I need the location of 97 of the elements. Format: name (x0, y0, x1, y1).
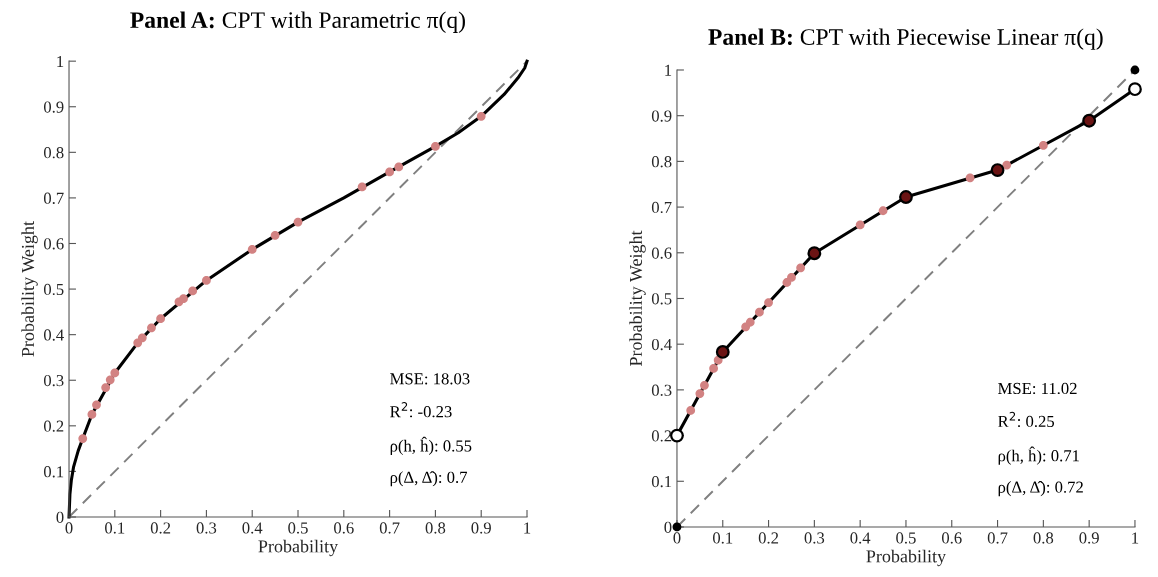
x-tick-label: 0.3 (196, 522, 217, 534)
annotation: ρ(Δ, Δ̂): 0.7 (390, 471, 468, 487)
point (686, 406, 696, 415)
x-axis-title: Probability (866, 549, 947, 567)
y-tick-label: 0.3 (651, 384, 672, 396)
x-tick-label: 0.5 (288, 522, 308, 534)
chart-title: Panel A: CPT with Parametric π(q) (130, 11, 465, 33)
y-tick-label: 1 (665, 64, 672, 76)
y-tick-label: 0.6 (651, 247, 672, 259)
point (1130, 65, 1140, 75)
x-tick-label: 1 (1132, 532, 1139, 544)
point (476, 111, 486, 121)
point (990, 163, 1005, 177)
y-tick-label: 0.5 (651, 293, 672, 305)
x-tick-label: 1 (524, 522, 531, 534)
point (179, 294, 188, 304)
x-tick-label: 0.5 (896, 532, 916, 544)
y-tick-label: 0.9 (651, 110, 672, 122)
point (899, 190, 913, 204)
point (807, 246, 822, 261)
point (1082, 113, 1097, 128)
point (357, 182, 367, 192)
annotation: R$^{2}$: -0.23 (390, 402, 452, 418)
annotation: R$^{2}$: 0.25 (998, 411, 1055, 428)
y-tick-label: 0.5 (43, 283, 64, 296)
x-tick-label: 0.8 (425, 522, 446, 534)
y-tick-label: 0.6 (43, 238, 64, 250)
y-tick-label: 0.7 (651, 201, 672, 214)
y-axis-title: Probability Weight (21, 221, 38, 357)
x-tick-label: 0.8 (1033, 532, 1054, 544)
point (878, 206, 888, 216)
point (787, 273, 796, 282)
y-tick-label: 0.8 (651, 156, 672, 168)
annotation: ρ(h, ĥ): 0.55 (390, 436, 472, 455)
annotation: MSE: 18.03 (390, 373, 470, 385)
y-tick-label: 0.9 (43, 101, 64, 113)
x-tick-label: 0 (65, 522, 73, 534)
annotation: ρ(Δ, Δ̂): 0.72 (998, 481, 1083, 497)
x-tick-label: 0.9 (471, 522, 491, 534)
x-tick-label: 0.4 (850, 532, 871, 544)
point (202, 276, 211, 285)
point (137, 333, 147, 343)
x-tick-label: 0.2 (758, 532, 779, 544)
x-tick-label: 0.2 (150, 522, 171, 534)
point (92, 400, 101, 410)
y-tick-label: 0.1 (43, 466, 64, 478)
point (385, 167, 394, 177)
point (709, 364, 718, 373)
point (101, 383, 111, 392)
x-tick-label: 0.7 (379, 522, 400, 534)
point (715, 345, 730, 359)
y-tick-label: 0.4 (651, 338, 672, 351)
point (270, 230, 280, 240)
x-tick-label: 0 (673, 532, 681, 544)
point (156, 314, 166, 324)
y-tick-label: 0.3 (43, 374, 64, 387)
y-tick-label: 0.8 (43, 147, 64, 159)
point (1002, 160, 1012, 170)
x-tick-label: 0.3 (804, 532, 825, 544)
point (796, 263, 806, 273)
x-tick-label: 0.9 (1079, 532, 1099, 544)
x-tick-label: 0.1 (105, 522, 125, 534)
y-tick-label: 0.1 (651, 475, 672, 488)
x-tick-label: 0.6 (941, 532, 962, 544)
point (247, 245, 257, 254)
point (188, 286, 198, 296)
point (78, 434, 88, 443)
point (700, 380, 709, 390)
point (431, 142, 440, 151)
point (147, 323, 156, 333)
y-tick-label: 0.7 (43, 192, 64, 204)
x-tick-label: 0.6 (334, 522, 354, 534)
chart-title: Panel B: CPT with Piecewise Linear π(q) (708, 28, 1103, 50)
x-tick-label: 0.7 (987, 532, 1008, 544)
point (755, 307, 764, 317)
point (110, 368, 120, 378)
point (745, 317, 755, 327)
y-tick-label: 0.4 (43, 329, 64, 341)
point (87, 410, 97, 419)
y-tick-label: 1 (57, 55, 64, 67)
y-tick-label: 0.2 (43, 420, 64, 432)
y-tick-label: 0 (56, 511, 64, 523)
annotation: ρ(h, ĥ): 0.71 (998, 446, 1079, 465)
annotation: MSE: 11.02 (998, 382, 1077, 395)
y-axis-title: Probability Weight (629, 230, 646, 367)
point (105, 375, 115, 385)
point (965, 173, 975, 183)
point (1038, 141, 1048, 150)
x-tick-label: 0.1 (712, 532, 733, 544)
x-axis-title: Probability (258, 539, 339, 557)
point (394, 162, 404, 172)
point (293, 217, 303, 227)
point (855, 220, 865, 230)
point (1128, 82, 1142, 97)
x-tick-label: 0.4 (242, 522, 263, 534)
point (695, 389, 705, 398)
point (764, 298, 773, 307)
